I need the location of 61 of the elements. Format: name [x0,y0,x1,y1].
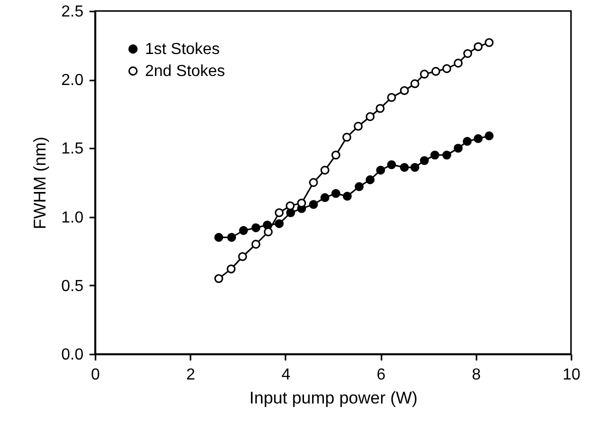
point [474,42,483,52]
x-tick-label: 0 [91,366,100,384]
point [354,182,364,192]
point [442,150,452,160]
y-tick-label: 1.5 [61,140,84,158]
point [274,208,284,218]
y-tick-label: 2.5 [61,4,84,20]
y-tick-label: 1.0 [61,209,84,226]
point [400,86,409,96]
y-tick-label: 0.5 [61,278,84,295]
point [331,189,340,198]
point [342,192,352,201]
point [366,175,375,184]
x-tick-label: 8 [472,366,481,384]
point [366,112,375,122]
point [309,200,318,209]
x-tick-label: 10 [562,366,580,384]
point [354,122,363,131]
x-axis-title: Input pump power (W) [249,388,418,408]
point [454,144,463,153]
y-tick-label: 2.0 [61,72,84,90]
point [331,150,340,160]
point [454,58,463,68]
point [376,104,385,113]
point [251,223,260,232]
point [442,64,452,74]
point [320,193,330,202]
point [420,156,429,165]
point [484,131,494,140]
point [239,226,248,235]
point [286,201,295,210]
legend-label: 1st Stokes [145,41,220,58]
point [376,166,386,175]
point [484,38,494,48]
point [274,219,284,228]
x-tick-label: 4 [281,366,290,384]
point [462,136,472,146]
legend-label: 2nd Stokes [145,63,226,80]
point [387,160,396,170]
point [238,252,248,262]
y-tick-label: 0.0 [61,346,84,364]
point [309,178,318,187]
x-tick-label: 6 [376,366,386,384]
x-tick-label: 2 [186,366,196,384]
point [420,70,429,79]
point [474,134,483,144]
point [251,240,260,249]
point [214,274,224,283]
point [410,162,420,172]
point [387,92,396,102]
y-axis-title: FWHM (nm) [30,136,50,230]
point [430,150,440,160]
point [431,66,440,76]
point [226,264,236,274]
point [227,232,236,242]
point [342,132,352,142]
point [320,166,330,175]
point [400,162,409,172]
point [214,232,224,242]
point [410,79,420,88]
point [463,49,472,58]
